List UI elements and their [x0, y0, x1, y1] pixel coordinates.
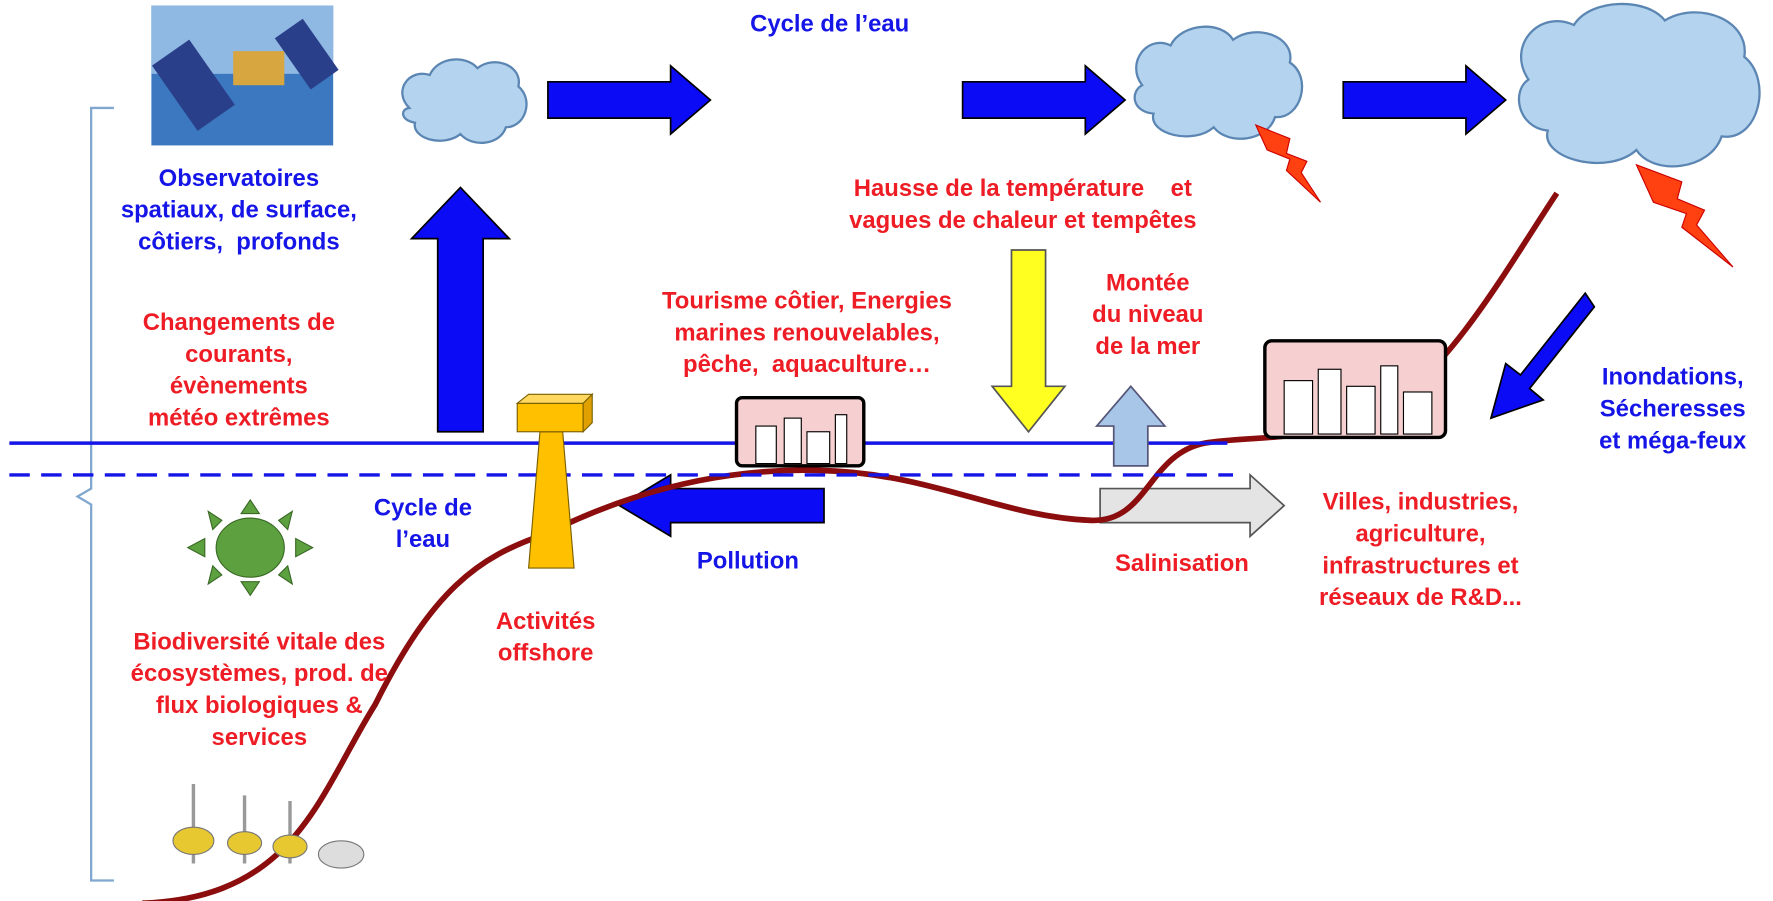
arrow: [412, 66, 1595, 536]
cloud: [402, 59, 526, 142]
label-line: de la mer: [1095, 333, 1200, 360]
lightning: [1256, 125, 1321, 202]
label-line: infrastructures et: [1322, 552, 1518, 579]
label-line: réseaux de R&D...: [1319, 584, 1522, 611]
label-temperature: Hausse de la température et vagues de cha…: [849, 175, 1196, 234]
sun: [188, 500, 313, 595]
label-line: Inondations,: [1602, 364, 1744, 391]
label-tourism: Tourisme côtier, Energies marines renouve…: [662, 288, 952, 379]
label-line: pêche, aquaculture…: [683, 351, 931, 378]
buoys-image: [173, 784, 364, 868]
label-line: Sécheresses: [1600, 395, 1746, 422]
label-line: flux biologiques &: [156, 692, 363, 719]
label-line: spatiaux, de surface,: [121, 197, 357, 224]
label-water-cycle: Cycle de l’eau: [374, 494, 472, 553]
label-line: Hausse de la température et: [854, 175, 1192, 202]
label-line: offshore: [498, 640, 593, 667]
label-line: vagues de chaleur et tempêtes: [849, 207, 1196, 234]
label-line: Cycle de: [374, 494, 472, 521]
label-line: côtiers, profonds: [138, 228, 339, 255]
label-line: Changements de: [143, 309, 335, 336]
label-line: Observatoires: [159, 165, 319, 192]
title: Cycle de l’eau: [750, 10, 909, 37]
label-floods: Inondations, Sécheresses et méga-feux: [1599, 364, 1747, 455]
label-line: Biodiversité vitale des: [133, 628, 385, 655]
city-icon: [1265, 341, 1446, 438]
label-pollution: Pollution: [697, 548, 799, 575]
label-line: courants,: [185, 341, 292, 368]
label-line: et méga-feux: [1599, 427, 1747, 454]
label-salinisation: Salinisation: [1115, 550, 1249, 577]
diagram: Cycle de l’eau Observatoires spatiaux, de…: [0, 0, 1773, 901]
label-line: météo extrêmes: [148, 405, 330, 432]
label-biodiversity: Biodiversité vitale des écosystèmes, prod…: [131, 628, 388, 750]
cloud: [1135, 27, 1302, 139]
label-line: l’eau: [396, 526, 450, 553]
cloud: [1519, 4, 1760, 166]
label-line: du niveau: [1092, 301, 1203, 328]
label-line: Montée: [1106, 269, 1190, 296]
label-line: agriculture,: [1356, 520, 1486, 547]
city-icon: [737, 398, 864, 466]
label-line: Activités: [496, 608, 595, 635]
label-line: services: [212, 724, 308, 751]
arrow: [992, 250, 1065, 432]
label-line: Pollution: [697, 548, 799, 575]
label-currents: Changements de courants, évènements météo e…: [143, 309, 335, 431]
label-sea-level: Montée du niveau de la mer: [1092, 269, 1203, 360]
label-cities: Villes, industries, agriculture, infrastru…: [1319, 489, 1522, 611]
label-offshore: Activités offshore: [496, 608, 595, 667]
arrow: [1097, 386, 1165, 466]
label-line: écosystèmes, prod. de: [131, 660, 388, 687]
satellite-image: [151, 6, 338, 146]
label-line: évènements: [170, 373, 308, 400]
brace: [78, 108, 114, 881]
label-line: Villes, industries,: [1323, 489, 1519, 516]
label-observatories: Observatoires spatiaux, de surface, côtier…: [121, 165, 357, 256]
label-line: marines renouvelables,: [674, 319, 939, 346]
label-line: Tourisme côtier, Energies: [662, 288, 952, 315]
label-line: Salinisation: [1115, 550, 1249, 577]
lightning: [1636, 165, 1733, 267]
